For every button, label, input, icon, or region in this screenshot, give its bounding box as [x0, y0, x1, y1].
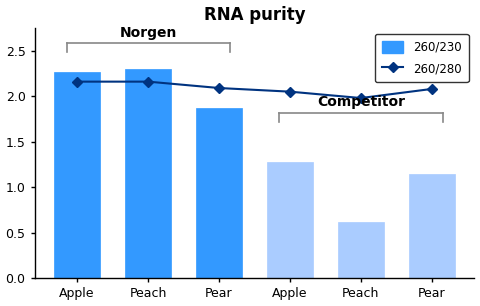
Title: RNA purity: RNA purity [204, 6, 305, 24]
Bar [54, 72, 100, 278]
Legend: 260/230, 260/280: 260/230, 260/280 [375, 34, 468, 82]
Bar [409, 174, 455, 278]
Text: Norgen: Norgen [120, 26, 177, 40]
Bar [267, 162, 313, 278]
Bar [196, 108, 242, 278]
Text: Competitor: Competitor [317, 95, 405, 109]
Bar [338, 222, 384, 278]
Bar [125, 69, 171, 278]
